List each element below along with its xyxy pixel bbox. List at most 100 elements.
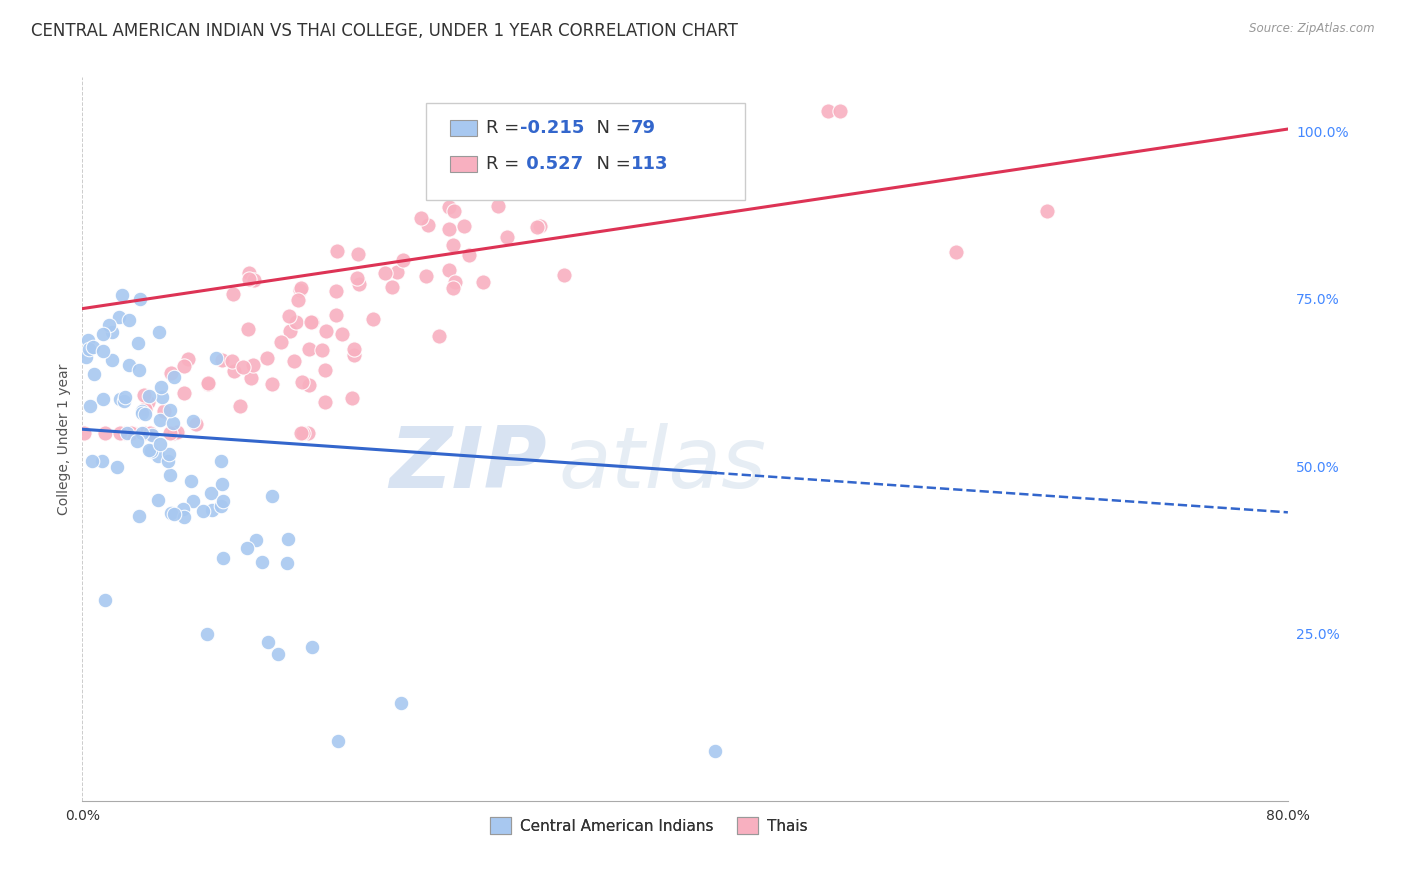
Point [529,219,551,234]
Point [243,273,266,287]
Point [141,444,163,458]
Point [276,556,298,570]
Text: R =: R = [486,155,526,173]
Point [830,103,852,118]
Point [159,467,181,482]
Point [131,406,153,420]
Point [132,388,155,402]
Point [222,364,245,378]
Point [409,211,432,226]
Point [134,425,156,440]
Point [146,493,169,508]
Point [292,425,315,440]
Point [311,343,333,358]
Point [441,238,464,252]
Point [381,280,404,294]
Point [457,248,479,262]
Point [283,354,305,368]
Point [222,286,245,301]
Point [236,321,259,335]
Point [153,404,176,418]
Point [240,371,263,385]
Point [325,308,347,322]
Point [387,265,409,279]
Legend: Central American Indians, Thais: Central American Indians, Thais [484,811,814,840]
Point [666,103,689,118]
Point [184,417,207,431]
Point [238,272,260,286]
Point [159,506,181,520]
Point [100,352,122,367]
Point [108,310,131,324]
Point [526,220,548,235]
Point [270,334,292,349]
Point [209,500,232,514]
Point [238,266,260,280]
Point [554,143,576,157]
Point [181,494,204,508]
Point [156,454,179,468]
Point [298,343,321,357]
Point [148,325,170,339]
Point [496,229,519,244]
Point [82,340,104,354]
Point [108,392,131,407]
Point [347,246,370,260]
Point [127,336,149,351]
Point [229,399,252,413]
Point [150,380,173,394]
Point [291,376,314,390]
Point [134,401,156,416]
Point [437,263,460,277]
Point [115,426,138,441]
Point [120,425,142,440]
Point [121,425,143,440]
Point [79,400,101,414]
Point [166,425,188,439]
Point [260,377,283,392]
Point [134,407,156,421]
Point [454,186,477,200]
Point [172,501,194,516]
Point [129,292,152,306]
Point [534,165,557,179]
Point [150,390,173,404]
Text: 113: 113 [631,155,668,173]
Text: CENTRAL AMERICAN INDIAN VS THAI COLLEGE, UNDER 1 YEAR CORRELATION CHART: CENTRAL AMERICAN INDIAN VS THAI COLLEGE,… [31,22,738,40]
Point [361,312,384,326]
Point [242,358,264,372]
Point [389,696,412,710]
Point [114,425,136,440]
Point [290,425,312,440]
Point [94,593,117,607]
Point [177,351,200,366]
Point [471,275,494,289]
Point [93,344,115,359]
Point [553,268,575,282]
Y-axis label: College, Under 1 year: College, Under 1 year [58,364,72,515]
Point [346,271,368,285]
Point [444,275,467,289]
Point [173,386,195,401]
Point [163,370,186,384]
Text: N =: N = [585,120,637,137]
Point [128,363,150,377]
Point [149,413,172,427]
Point [211,494,233,508]
Point [527,169,550,183]
Point [180,475,202,489]
Point [138,442,160,457]
Text: 79: 79 [631,120,655,137]
Point [443,204,465,219]
FancyBboxPatch shape [426,103,745,201]
Point [301,640,323,654]
Point [614,173,637,187]
Point [80,454,103,468]
Point [343,342,366,356]
Point [496,114,519,128]
Point [290,283,312,297]
Point [90,454,112,468]
Point [314,395,336,409]
Point [1035,204,1057,219]
Point [470,177,492,191]
